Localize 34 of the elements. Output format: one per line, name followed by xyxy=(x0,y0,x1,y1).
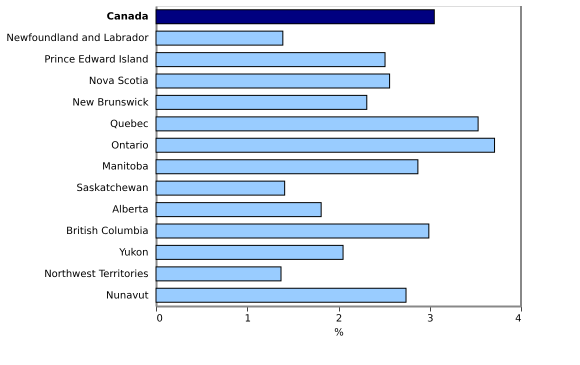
y-tick-label: Northwest Territories xyxy=(44,268,148,280)
bar xyxy=(156,94,368,110)
y-tick-label: Newfoundland and Labrador xyxy=(6,33,150,44)
bar xyxy=(156,288,407,303)
y-tick-label: Ontario xyxy=(111,140,148,152)
bar xyxy=(156,244,344,260)
bar xyxy=(156,224,430,238)
y-tick-label: Manitoba xyxy=(102,162,148,173)
y-tick-label: Saskatchewan xyxy=(76,183,148,194)
y-tick-label: Canada xyxy=(106,12,148,23)
x-tick-label: 3 xyxy=(427,314,434,324)
x-tick-label: 1 xyxy=(244,314,251,324)
bar xyxy=(156,30,284,46)
bar xyxy=(156,52,386,68)
y-tick-label: Nunavut xyxy=(106,290,149,302)
bar xyxy=(156,138,496,153)
bar xyxy=(156,266,282,282)
bar xyxy=(156,9,435,24)
y-tick-label: British Columbia xyxy=(66,226,148,237)
y-tick-label: Alberta xyxy=(112,204,148,216)
bar xyxy=(156,180,286,196)
y-tick-label: Quebec xyxy=(110,118,148,130)
bar xyxy=(156,116,479,132)
x-tick-label: 4 xyxy=(515,314,522,324)
x-tick-label: 2 xyxy=(336,314,342,324)
x-axis-title: % xyxy=(334,328,344,338)
bar xyxy=(156,202,322,218)
y-tick-label: New Brunswick xyxy=(72,97,149,108)
bar xyxy=(156,74,390,88)
y-tick-label: Nova Scotia xyxy=(88,76,148,87)
bar xyxy=(156,159,418,174)
x-tick-label: 0 xyxy=(156,314,163,324)
y-tick-label: Prince Edward Island xyxy=(44,54,148,66)
y-tick-label: Yukon xyxy=(118,247,148,258)
